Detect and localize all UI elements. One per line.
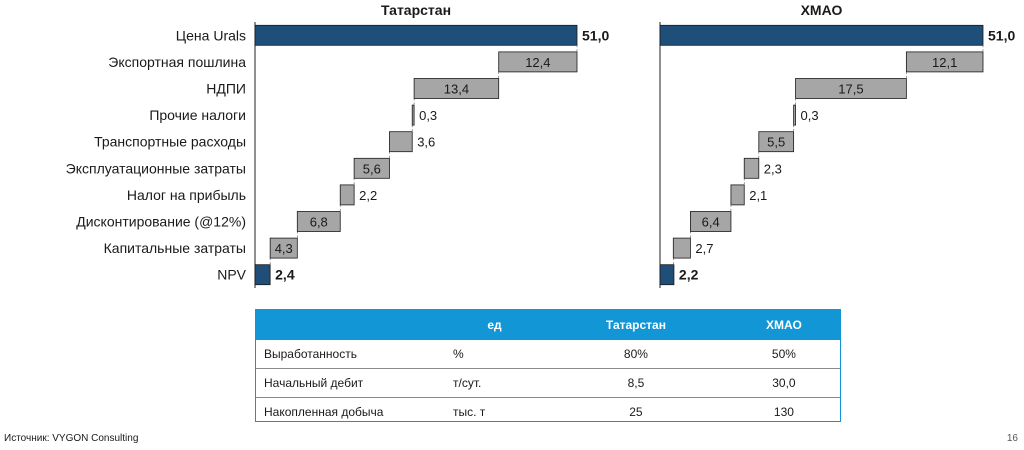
kpi-cell: 25: [629, 405, 643, 419]
data-label: 2,7: [695, 241, 713, 256]
data-label: 2,4: [275, 267, 295, 283]
table-row: Начальный дебит т/сут. 8,5 30,0: [256, 368, 840, 398]
decrease-bar: [905, 51, 984, 73]
category-label: НДПИ: [206, 81, 246, 97]
kpi-cell: 50%: [727, 340, 840, 369]
data-label: 13,4: [444, 82, 469, 97]
kpi-cell: 130: [773, 405, 794, 419]
kpi-cell: Выработанность: [256, 340, 445, 369]
chart-title: ХМАО: [801, 2, 843, 18]
total-bar: [659, 24, 984, 46]
kpi-table-header: ед Татарстан ХМАО: [256, 310, 840, 340]
data-label: 5,5: [767, 135, 785, 150]
decrease-bar: [498, 51, 578, 73]
data-label: 5,6: [363, 161, 381, 176]
kpi-cell: Начальный дебит: [256, 368, 445, 398]
total-bar: [254, 264, 271, 286]
category-label: NPV: [217, 267, 246, 283]
category-label: Дисконтирование (@12%): [76, 214, 246, 230]
data-label: 6,8: [310, 215, 328, 230]
kpi-header-cell: Татарстан: [544, 310, 728, 340]
data-label: 12,4: [525, 55, 550, 70]
total-bar: [254, 24, 578, 46]
decrease-bar: [389, 131, 413, 153]
data-label: 12,1: [932, 55, 957, 70]
decrease-bar: [339, 184, 355, 206]
decrease-bar: [269, 237, 298, 259]
kpi-cell: тыс. т: [453, 405, 486, 419]
data-label: 51,0: [582, 27, 609, 43]
kpi-header-cell: ХМАО: [727, 310, 840, 340]
category-label: Прочие налоги: [149, 107, 246, 123]
decrease-bar: [353, 157, 390, 179]
kpi-cell: Накопленная добыча: [264, 405, 384, 419]
kpi-header-cell: ед: [445, 310, 544, 340]
chart-title: Татарстан: [381, 2, 451, 18]
kpi-header-cell: [256, 310, 445, 340]
decrease-bar: [795, 78, 907, 99]
data-label: 4,3: [275, 241, 293, 256]
kpi-cell: 8,5: [544, 368, 728, 398]
data-label: 0,3: [419, 108, 437, 123]
decrease-bar: [296, 211, 341, 232]
table-row: Накопленная добыча тыс. т 25 130: [256, 398, 840, 427]
data-label: 2,1: [749, 188, 767, 203]
category-label: Транспортные расходы: [94, 134, 246, 150]
decrease-bar: [413, 78, 500, 99]
total-bar: [659, 264, 675, 286]
data-label: 6,4: [702, 215, 720, 230]
category-label: Капитальные затраты: [104, 240, 246, 256]
decrease-bar: [730, 184, 745, 206]
decrease-bar: [758, 131, 795, 153]
table-row: Выработанность % 80% 50%: [256, 340, 840, 369]
data-label: 2,2: [679, 267, 699, 283]
kpi-cell: т/сут.: [445, 368, 544, 398]
data-label: 2,3: [764, 161, 782, 176]
decrease-bar: [411, 104, 415, 126]
data-label: 17,5: [838, 82, 863, 97]
decrease-bar: [672, 237, 691, 259]
source-note: Источник: VYGON Consulting: [4, 433, 139, 444]
category-label: Эксплуатационные затраты: [66, 160, 246, 176]
decrease-bar: [690, 211, 732, 232]
kpi-table: ед Татарстан ХМАО Выработанность % 80% 5…: [256, 310, 840, 426]
waterfall-charts: Цена Urals Экспортная пошлина НДПИ Прочие н…: [66, 2, 1015, 288]
data-label: 0,3: [801, 108, 819, 123]
data-label: 2,2: [359, 188, 377, 203]
data-label: 51,0: [988, 27, 1015, 43]
category-label: Экспортная пошлина: [108, 54, 246, 70]
kpi-cell: 30,0: [727, 368, 840, 398]
decrease-bar: [743, 157, 760, 179]
data-label: 3,6: [417, 135, 435, 150]
decrease-bar: [793, 104, 796, 126]
kpi-cell: %: [445, 340, 544, 369]
category-label: Налог на прибыль: [127, 187, 246, 203]
kpi-cell: 80%: [544, 340, 728, 369]
page-number: 16: [1006, 433, 1018, 444]
category-label: Цена Urals: [176, 27, 246, 43]
